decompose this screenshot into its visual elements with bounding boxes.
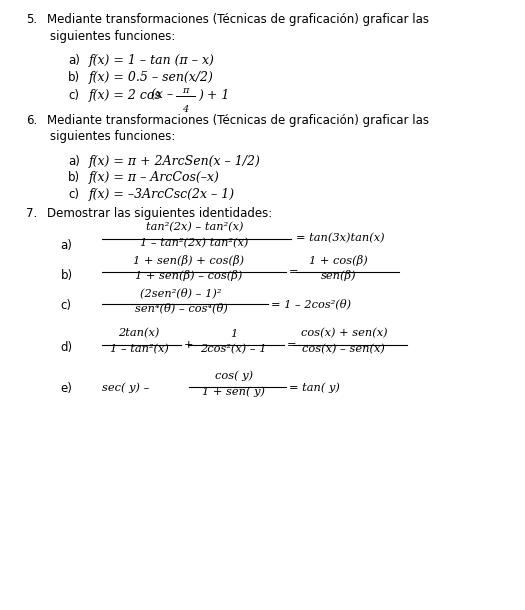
- Text: 6.: 6.: [26, 114, 37, 127]
- Text: 1 – tan²(x): 1 – tan²(x): [110, 343, 169, 354]
- Text: b): b): [68, 171, 80, 184]
- Text: d): d): [60, 341, 72, 354]
- Text: cos(x) + sen(x): cos(x) + sen(x): [300, 328, 387, 339]
- Text: siguientes funciones:: siguientes funciones:: [50, 131, 175, 143]
- Text: b): b): [68, 71, 80, 84]
- Text: ) + 1: ) + 1: [198, 89, 230, 102]
- Text: = tan( y): = tan( y): [289, 382, 340, 393]
- Text: c): c): [68, 89, 79, 102]
- Text: +: +: [184, 340, 193, 350]
- Text: b): b): [60, 270, 72, 282]
- Text: f(x) = –3ArcCsc(2x – 1): f(x) = –3ArcCsc(2x – 1): [89, 188, 235, 201]
- Text: c): c): [60, 300, 71, 312]
- Text: siguientes funciones:: siguientes funciones:: [50, 30, 175, 43]
- Text: f(x) = 0.5 – sen(x/2): f(x) = 0.5 – sen(x/2): [89, 71, 214, 84]
- Text: a): a): [68, 155, 80, 168]
- Text: = tan(3x)tan(x): = tan(3x)tan(x): [296, 234, 384, 243]
- Text: =: =: [287, 340, 296, 350]
- Text: tan²(2x) – tan²(x): tan²(2x) – tan²(x): [145, 222, 243, 232]
- Text: =: =: [289, 267, 299, 277]
- Text: 2tan(x): 2tan(x): [119, 328, 160, 339]
- Text: 2cos²(x) – 1: 2cos²(x) – 1: [201, 343, 267, 354]
- Text: f(x) = π – ArcCos(–x): f(x) = π – ArcCos(–x): [89, 171, 220, 184]
- Text: cos(x) – sen(x): cos(x) – sen(x): [302, 343, 385, 354]
- Text: 1 + sen( y): 1 + sen( y): [202, 386, 265, 396]
- Text: (x –: (x –: [151, 89, 173, 102]
- Text: 1 + sen(β) – cos(β): 1 + sen(β) – cos(β): [135, 270, 243, 281]
- Text: sec( y) –: sec( y) –: [102, 382, 150, 393]
- Text: π: π: [182, 86, 188, 95]
- Text: c): c): [68, 188, 79, 201]
- Text: Mediante transformaciones (Técnicas de graficación) graficar las: Mediante transformaciones (Técnicas de g…: [47, 13, 429, 26]
- Text: 1: 1: [230, 329, 237, 339]
- Text: a): a): [60, 240, 72, 253]
- Text: f(x) = π + 2ArcSen(x – 1/2): f(x) = π + 2ArcSen(x – 1/2): [89, 155, 261, 168]
- Text: (2sen²(θ) – 1)²: (2sen²(θ) – 1)²: [141, 287, 222, 298]
- Text: = 1 – 2cos²(θ): = 1 – 2cos²(θ): [271, 298, 351, 309]
- Text: sen⁴(θ) – cos⁴(θ): sen⁴(θ) – cos⁴(θ): [135, 303, 227, 313]
- Text: 4: 4: [182, 105, 188, 114]
- Text: Mediante transformaciones (Técnicas de graficación) graficar las: Mediante transformaciones (Técnicas de g…: [47, 114, 429, 127]
- Text: 7.: 7.: [26, 207, 37, 220]
- Text: 1 + cos(β): 1 + cos(β): [309, 255, 368, 266]
- Text: 1 – tan²(2x) tan²(x): 1 – tan²(2x) tan²(x): [140, 237, 248, 248]
- Text: 1 + sen(β) + cos(β): 1 + sen(β) + cos(β): [133, 255, 245, 266]
- Text: f(x) = 1 – tan (π – x): f(x) = 1 – tan (π – x): [89, 54, 215, 67]
- Text: e): e): [60, 382, 72, 395]
- Text: Demostrar las siguientes identidades:: Demostrar las siguientes identidades:: [47, 207, 272, 220]
- Text: a): a): [68, 54, 80, 67]
- Text: f(x) = 2 cos: f(x) = 2 cos: [89, 89, 162, 102]
- Text: 5.: 5.: [26, 13, 37, 26]
- Text: cos( y): cos( y): [215, 371, 253, 381]
- Text: sen(β): sen(β): [321, 270, 356, 281]
